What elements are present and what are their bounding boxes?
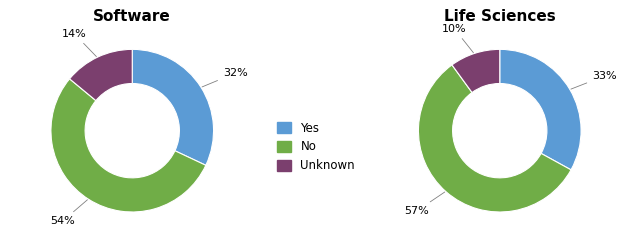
Title: Software: Software bbox=[94, 9, 171, 24]
Text: 57%: 57% bbox=[404, 192, 445, 216]
Wedge shape bbox=[132, 49, 214, 165]
Wedge shape bbox=[500, 49, 581, 170]
Text: 33%: 33% bbox=[571, 71, 617, 89]
Wedge shape bbox=[418, 65, 571, 212]
Wedge shape bbox=[70, 49, 132, 101]
Text: 32%: 32% bbox=[202, 68, 248, 87]
Title: Life Sciences: Life Sciences bbox=[444, 9, 556, 24]
Text: 10%: 10% bbox=[442, 24, 473, 53]
Wedge shape bbox=[51, 79, 206, 212]
Wedge shape bbox=[452, 49, 500, 92]
Text: 14%: 14% bbox=[62, 29, 97, 57]
Text: 54%: 54% bbox=[50, 200, 87, 226]
Legend: Yes, No, Unknown: Yes, No, Unknown bbox=[277, 121, 355, 172]
